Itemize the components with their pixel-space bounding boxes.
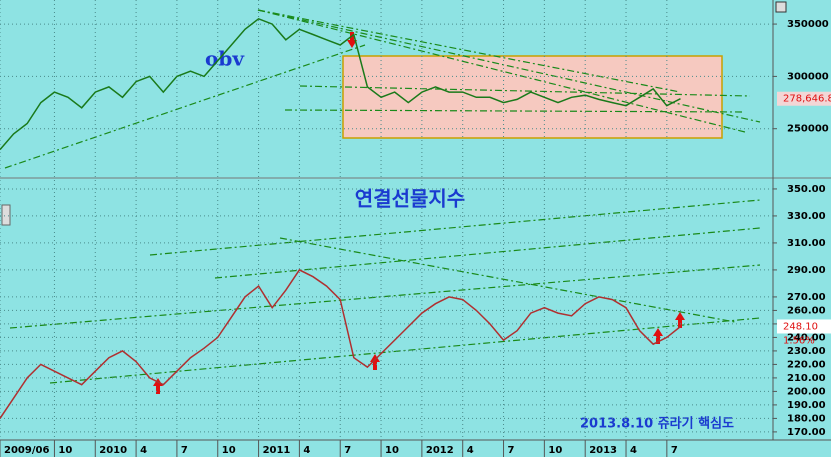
panel-title: obv [205, 47, 245, 71]
x-tick-label: 7 [671, 445, 678, 456]
x-tick-label: 4 [140, 445, 147, 456]
y-tick-label: 220.00 [787, 359, 826, 370]
x-tick-label: 4 [630, 445, 637, 456]
data-line [0, 17, 681, 151]
y-tick-label: 190.00 [787, 400, 826, 411]
y-tick-label: 290.00 [787, 265, 826, 276]
y-tick-label: 210.00 [787, 373, 826, 384]
x-tick-label: 2012 [426, 445, 454, 456]
y-tick-label: 250000 [787, 124, 829, 135]
y-tick-label: 310.00 [787, 238, 826, 249]
x-tick-label: 10 [58, 445, 72, 456]
y-tick-label: 260.00 [787, 305, 826, 316]
x-tick-label: 4 [467, 445, 474, 456]
x-tick-label: 10 [385, 445, 399, 456]
annotation: 2013.8.10 쥬라기 핵심도 [580, 416, 734, 432]
x-tick-label: 10 [222, 445, 236, 456]
y-tick-label: 270.00 [787, 292, 826, 303]
y-tick-label: 170.00 [787, 427, 826, 438]
change-label: 1.56% [783, 335, 815, 346]
last-value-box [777, 319, 831, 334]
y-tick-label: 330.00 [787, 211, 826, 222]
x-tick-label: 4 [303, 445, 310, 456]
x-tick-label: 2009/06 [4, 445, 49, 456]
data-line [0, 268, 681, 419]
x-tick-label: 2010 [99, 445, 127, 456]
x-tick-label: 2013 [589, 445, 617, 456]
y-tick-label: 240.00 [787, 332, 826, 343]
last-value-box [777, 91, 831, 106]
y-tick-label: 350.00 [787, 184, 826, 195]
y-tick-label: 180.00 [787, 413, 826, 424]
side-tab[interactable] [1, 204, 11, 226]
x-tick-label: 7 [344, 445, 351, 456]
x-tick-label: 10 [548, 445, 562, 456]
y-tick-label: 200.00 [787, 386, 826, 397]
last-value-label: 248.10 [783, 321, 818, 332]
x-tick-label: 7 [508, 445, 515, 456]
y-tick-label: 230.00 [787, 346, 826, 357]
y-tick-label: 300000 [787, 71, 829, 82]
last-value-label: 278,646.8 [783, 94, 831, 105]
scroll-button[interactable] [775, 1, 787, 13]
y-tick-label: 350000 [787, 19, 829, 30]
x-tick-label: 2011 [263, 445, 291, 456]
panel-title: 연결선물지수 [355, 187, 465, 211]
x-tick-label: 7 [181, 445, 188, 456]
